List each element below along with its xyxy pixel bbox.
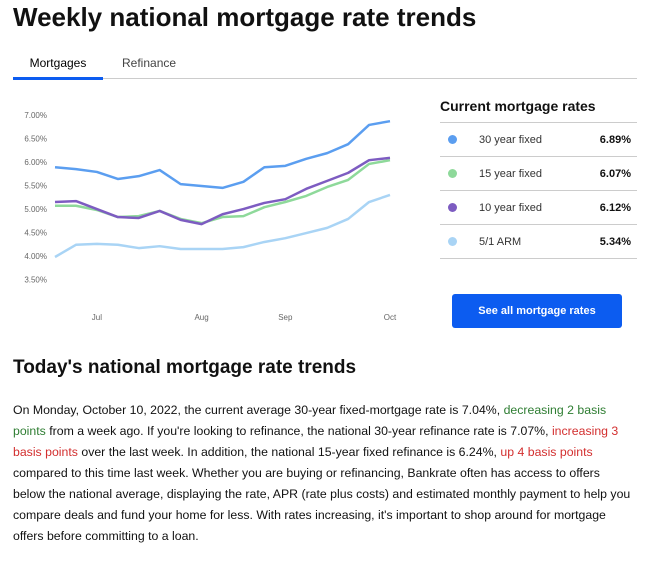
y-tick-label: 6.00% (24, 158, 47, 167)
y-tick-label: 3.50% (24, 276, 47, 285)
x-tick-label: Aug (194, 313, 208, 322)
tab-refinance[interactable]: Refinance (122, 56, 177, 70)
rate-row: 15 year fixed 6.07% (440, 156, 637, 190)
text-segment: over the last week. In addition, the nat… (77, 445, 501, 459)
rates-table: 30 year fixed 6.89% 15 year fixed 6.07% 10 y… (440, 122, 637, 259)
text-segment: up 4 basis points (500, 445, 593, 459)
rate-value: 6.07% (599, 168, 631, 180)
series-line (54, 119, 391, 190)
rates-title: Current mortgage rates (440, 98, 596, 114)
rate-value: 6.12% (599, 202, 631, 214)
text-segment: increasing 3 basis points (13, 424, 619, 459)
y-tick-label: 4.50% (24, 229, 47, 238)
see-rates-button[interactable]: See all mortgage rates (452, 294, 622, 328)
y-tick-label: 7.00% (24, 111, 47, 120)
y-tick-label: 4.00% (24, 252, 47, 261)
text-segment: On Monday, October 10, 2022, the current… (13, 403, 504, 417)
x-tick-label: Oct (384, 313, 397, 322)
x-tick-label: Jul (92, 313, 102, 322)
tab-mortgages[interactable]: Mortgages (13, 56, 103, 80)
rate-name: 15 year fixed (479, 168, 542, 180)
series-line (54, 156, 391, 226)
series-line (54, 193, 391, 259)
tab-bar: Mortgages Refinance (13, 48, 637, 80)
rate-name: 30 year fixed (479, 134, 542, 146)
y-tick-label: 5.50% (24, 182, 47, 191)
page-title: Weekly national mortgage rate trends (13, 2, 477, 32)
y-tick-label: 6.50% (24, 135, 47, 144)
rate-dot (448, 237, 457, 246)
rate-dot (448, 135, 457, 144)
text-segment: from a week ago. If you're looking to re… (45, 424, 552, 438)
rate-value: 5.34% (599, 236, 631, 248)
y-tick-label: 5.00% (24, 205, 47, 214)
rate-row: 5/1 ARM 5.34% (440, 224, 637, 259)
text-segment: decreasing 2 basis points (13, 403, 607, 438)
article-text: On Monday, October 10, 2022, the current… (13, 400, 633, 547)
rates-panel: Current mortgage rates 30 year fixed 6.89… (440, 98, 637, 259)
rate-dot (448, 169, 457, 178)
text-segment: compared to this time last week. Whether… (13, 466, 631, 543)
chart: 7.00% 6.50% 6.00% 5.50% 5.00% 4.50% 4.00% 3.50%… (24, 111, 397, 322)
rate-name: 5/1 ARM (479, 236, 522, 248)
rate-row: 30 year fixed 6.89% (440, 122, 637, 156)
rate-name: 10 year fixed (479, 202, 542, 214)
rate-dot (448, 203, 457, 212)
rate-value: 6.89% (599, 134, 631, 146)
article-title: Today's national mortgage rate trends (13, 357, 357, 378)
x-tick-label: Sep (278, 313, 293, 322)
rate-row: 10 year fixed 6.12% (440, 190, 637, 224)
